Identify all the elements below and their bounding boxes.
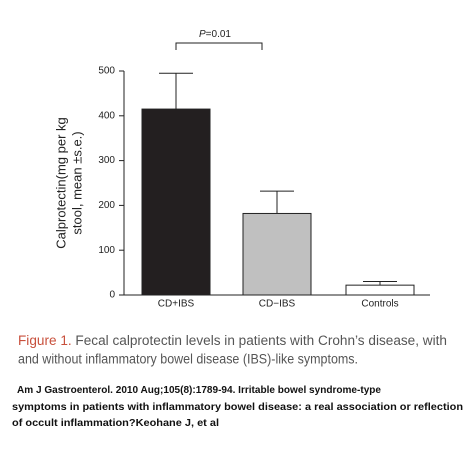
bar [345, 284, 415, 296]
citation-line: of occult inflammation?Keohane J, et al [12, 417, 219, 429]
citation-line: symptoms in patients with inflammatory b… [12, 401, 463, 413]
annotation: P=0.01 [199, 29, 231, 40]
significance-bracket [175, 42, 263, 50]
x-tick-label: CD−IBS [259, 299, 296, 310]
bar [242, 212, 312, 296]
y-tick-label: 100 [98, 245, 115, 256]
caption-text: Fecal calprotectin levels in patients wi… [75, 333, 447, 348]
x-tick-label: CD+IBS [158, 299, 195, 310]
bar [141, 108, 211, 296]
y-tick-label: 200 [98, 200, 115, 211]
y-tick-label: 0 [109, 290, 115, 301]
y-label: Calprotectin(mg per kg stool, mean ±s.e.… [53, 117, 84, 249]
annotation-variable: P [199, 29, 206, 40]
annotation-text: =0.01 [206, 29, 232, 40]
caption-label: Figure 1. [18, 333, 72, 348]
x-tick-label: Controls [361, 299, 398, 310]
y-label-line: Calprotectin(mg per kg [53, 117, 68, 249]
y-tick-label: 500 [98, 66, 115, 77]
caption-line: and without inflammatory bowel disease (… [18, 352, 358, 367]
caption-line: Figure 1. Fecal calprotectin levels in p… [18, 333, 447, 348]
y-tick-label: 400 [98, 110, 115, 121]
y-label-line: stool, mean ±s.e.) [69, 131, 84, 234]
citation-line: Am J Gastroenterol. 2010 Aug;105(8):1789… [17, 384, 381, 396]
y-tick-label: 300 [98, 155, 115, 166]
